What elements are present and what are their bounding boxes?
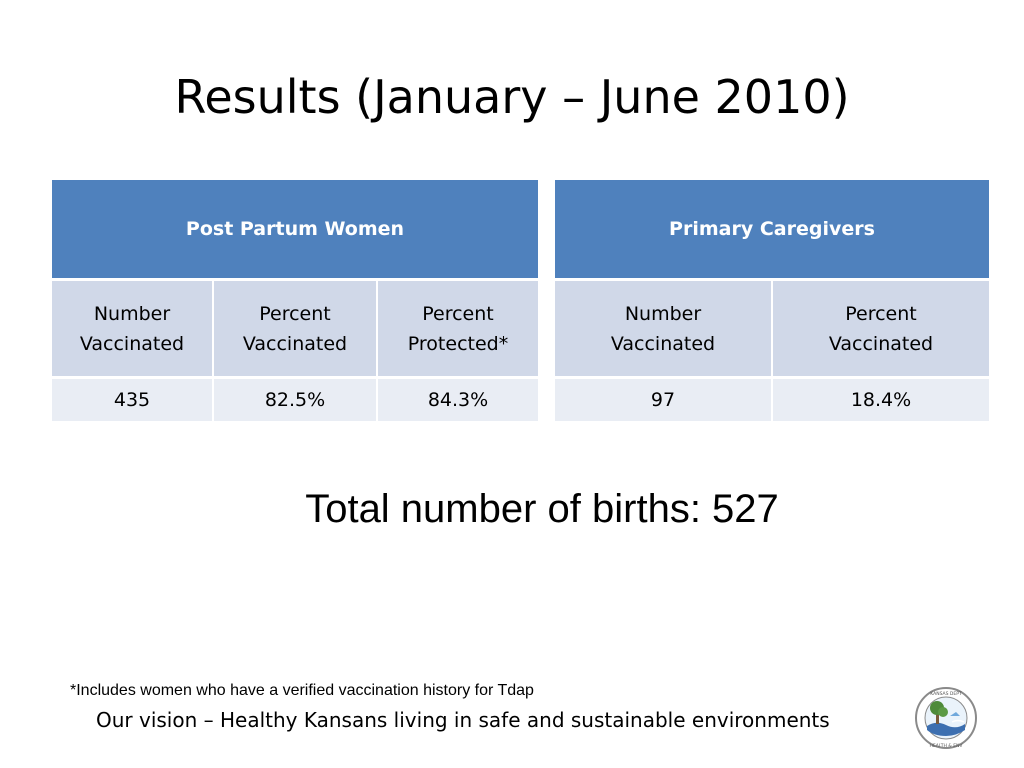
kdhe-seal-icon: KANSAS DEPT HEALTH & ENV <box>912 686 980 750</box>
table-cell: 82.5% <box>213 376 378 421</box>
column-header: Number Vaccinated <box>52 279 214 378</box>
column-header-line: Number <box>93 302 171 325</box>
table-cell: 435 <box>52 376 214 421</box>
table-cell: 97 <box>555 376 773 421</box>
column-header-line: Vaccinated <box>242 332 348 355</box>
vision-statement: Our vision – Healthy Kansans living in s… <box>96 708 830 732</box>
table-cell: 84.3% <box>377 376 538 421</box>
column-header-line: Percent <box>845 302 917 325</box>
column-header-line: Percent <box>259 302 331 325</box>
svg-text:KANSAS DEPT: KANSAS DEPT <box>930 691 962 697</box>
footnote: *Includes women who have a verified vacc… <box>70 682 534 699</box>
total-births-text: Total number of births: 527 <box>305 487 779 531</box>
post-partum-women-table: Post Partum Women Number Vaccinated Perc… <box>52 180 538 421</box>
slide-title: Results (January – June 2010) <box>174 70 850 124</box>
column-header-line: Vaccinated <box>79 332 185 355</box>
column-header: Percent Protected* <box>377 279 538 378</box>
table-header: Primary Caregivers <box>555 180 989 281</box>
svg-text:HEALTH & ENV: HEALTH & ENV <box>930 743 964 749</box>
column-header-line: Vaccinated <box>610 332 716 355</box>
column-header-line: Vaccinated <box>828 332 934 355</box>
column-header: Percent Vaccinated <box>213 279 378 378</box>
column-header-line: Percent <box>422 302 494 325</box>
table-cell: 18.4% <box>772 376 989 421</box>
primary-caregivers-table: Primary Caregivers Number Vaccinated Per… <box>555 180 989 421</box>
column-header: Percent Vaccinated <box>772 279 989 378</box>
column-header-line: Protected* <box>407 332 509 355</box>
table-header: Post Partum Women <box>52 180 538 281</box>
column-header-line: Number <box>624 302 702 325</box>
column-header: Number Vaccinated <box>555 279 773 378</box>
